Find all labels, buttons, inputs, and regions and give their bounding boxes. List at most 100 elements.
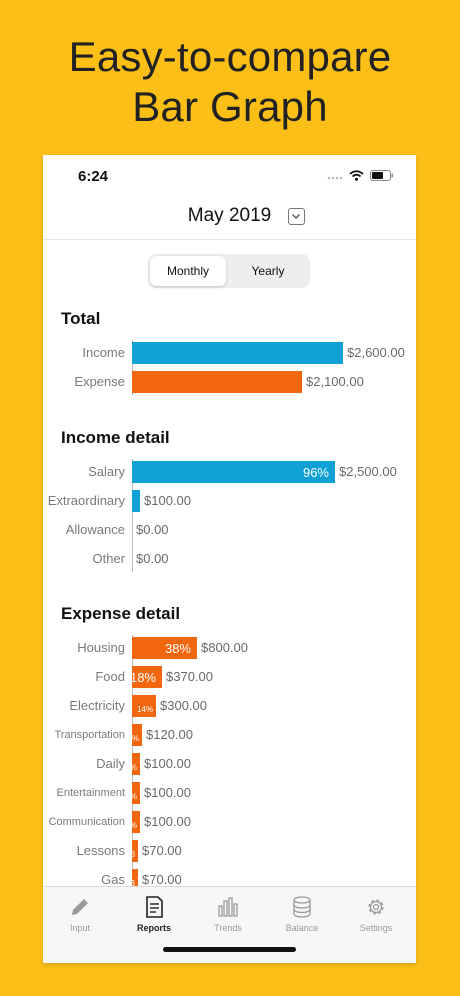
wifi-icon — [349, 169, 364, 181]
section-title-income-detail: Income detail — [61, 428, 170, 447]
bar-value-label: $370.00 — [166, 669, 213, 684]
bar-value-label: $70.00 — [142, 843, 182, 858]
headline-line-1: Easy-to-compare — [68, 33, 392, 80]
bar: 14% — [132, 695, 156, 717]
bar-value-label: $120.00 — [146, 727, 193, 742]
bar-percent-label: 14% — [136, 705, 153, 714]
bar-value-label: $2,100.00 — [306, 374, 364, 389]
bar-label: Daily — [96, 756, 125, 771]
bar-label: Food — [95, 669, 125, 684]
bar-percent-label: 18% — [129, 670, 156, 685]
segment-yearly[interactable]: Yearly — [251, 264, 285, 278]
bar-percent-label: 5% — [125, 821, 137, 830]
bar: 5% — [125, 782, 140, 804]
signal-icon — [327, 176, 343, 180]
bar — [132, 371, 302, 393]
bar-value-label: $0.00 — [136, 522, 169, 537]
headline-line-2: Bar Graph — [132, 83, 328, 130]
bar: 3 — [130, 869, 138, 891]
bar-label: Expense — [74, 374, 125, 389]
bar: 3 — [130, 840, 138, 862]
segment-monthly[interactable]: Monthly — [150, 256, 226, 286]
bar-percent-label: 3 — [130, 879, 135, 888]
chart-axis-line — [132, 340, 133, 395]
bar-label: Salary — [88, 464, 125, 479]
tab-trends[interactable]: Trends — [191, 895, 265, 933]
bar: 5% — [125, 753, 140, 775]
bar-label: Housing — [77, 640, 125, 655]
bar-row-electricity[interactable]: Electricity 14% $300.00 — [43, 695, 416, 717]
chevron-down-icon — [292, 214, 300, 219]
month-label: May 2019 — [187, 205, 272, 226]
home-indicator — [163, 947, 296, 952]
bar-row-entertainment[interactable]: Entertainment 5% $100.00 — [43, 782, 416, 804]
status-icons — [327, 169, 394, 181]
period-segmented-control: Monthly Yearly — [148, 254, 310, 288]
tab-reports-label: Reports — [136, 923, 171, 933]
bar-percent-label: 6% — [127, 734, 139, 743]
bar-percent-label: 5% — [125, 792, 137, 801]
bar — [132, 342, 343, 364]
bar-label: Allowance — [65, 522, 125, 537]
bar-label: Extraordinary — [47, 493, 125, 508]
tab-settings[interactable]: Settings — [339, 895, 413, 933]
bar-row-salary[interactable]: Salary 96% $2,500.00 — [43, 461, 416, 483]
bar-row-communication[interactable]: Communication 5% $100.00 — [43, 811, 416, 833]
tab-trends-label: Trends — [214, 923, 242, 933]
bar-row-gas[interactable]: Gas 3 $70.00 — [43, 869, 416, 891]
bar: 96% — [132, 461, 335, 483]
bar-value-label: $70.00 — [142, 872, 182, 887]
bar-chart-icon — [218, 897, 238, 917]
pencil-icon — [72, 899, 88, 915]
status-bar: 6:24 — [43, 155, 416, 195]
bar — [132, 490, 140, 512]
bar-value-label: $100.00 — [144, 785, 191, 800]
bar-label: Income — [82, 345, 125, 360]
gear-icon — [368, 899, 384, 915]
tab-input[interactable]: Input — [43, 895, 117, 933]
bar-value-label: $100.00 — [144, 814, 191, 829]
marketing-headline: Easy-to-compare Bar Graph — [0, 32, 460, 132]
bar-row-lessons[interactable]: Lessons 3 $70.00 — [43, 840, 416, 862]
tab-reports[interactable]: Reports — [117, 895, 191, 933]
bar-row-daily[interactable]: Daily 5% $100.00 — [43, 753, 416, 775]
bar-label: Transportation — [54, 729, 125, 741]
bar-row-expense[interactable]: Expense $2,100.00 — [43, 371, 416, 393]
bar-label: Electricity — [69, 698, 125, 713]
phone-screen: 6:24 May 2019 Monthly Year — [43, 155, 416, 963]
report-icon — [146, 896, 163, 918]
bar: 38% — [132, 637, 197, 659]
bar-row-income[interactable]: Income $2,600.00 — [43, 342, 416, 364]
tab-settings-label: Settings — [359, 923, 393, 933]
bar-value-label: $2,500.00 — [339, 464, 397, 479]
bar-value-label: $300.00 — [160, 698, 207, 713]
bar-percent-label: 3 — [130, 850, 135, 859]
bar: 5% — [125, 811, 140, 833]
bar-value-label: $100.00 — [144, 756, 191, 771]
bar-label: Gas — [101, 872, 125, 887]
bar-row-extraordinary[interactable]: Extraordinary $100.00 — [43, 490, 416, 512]
bar-value-label: $100.00 — [144, 493, 191, 508]
bar-row-allowance[interactable]: Allowance $0.00 — [43, 519, 416, 541]
section-title-total: Total — [61, 309, 101, 328]
battery-icon — [370, 169, 393, 181]
bar-value-label: $800.00 — [201, 640, 248, 655]
report-header: May 2019 — [43, 199, 416, 240]
bar: 6% — [127, 724, 142, 746]
month-title[interactable]: May 2019 — [43, 205, 416, 227]
bar-label: Entertainment — [56, 787, 125, 799]
bar-percent-label: 96% — [302, 465, 329, 480]
bar-label: Lessons — [76, 843, 125, 858]
bar-row-other[interactable]: Other $0.00 — [43, 548, 416, 570]
section-title-expense-detail: Expense detail — [61, 604, 181, 623]
bar-row-food[interactable]: Food 18% $370.00 — [43, 666, 416, 688]
bar-row-transportation[interactable]: Transportation 6% $120.00 — [43, 724, 416, 746]
bar-value-label: $0.00 — [136, 551, 169, 566]
tab-balance[interactable]: Balance — [265, 895, 339, 933]
status-time: 6:24 — [78, 168, 109, 185]
bar-label: Communication — [48, 816, 125, 828]
month-dropdown-button[interactable] — [288, 208, 305, 225]
bar-row-housing[interactable]: Housing 38% $800.00 — [43, 637, 416, 659]
bar-label: Other — [92, 551, 125, 566]
bar-value-label: $2,600.00 — [347, 345, 405, 360]
